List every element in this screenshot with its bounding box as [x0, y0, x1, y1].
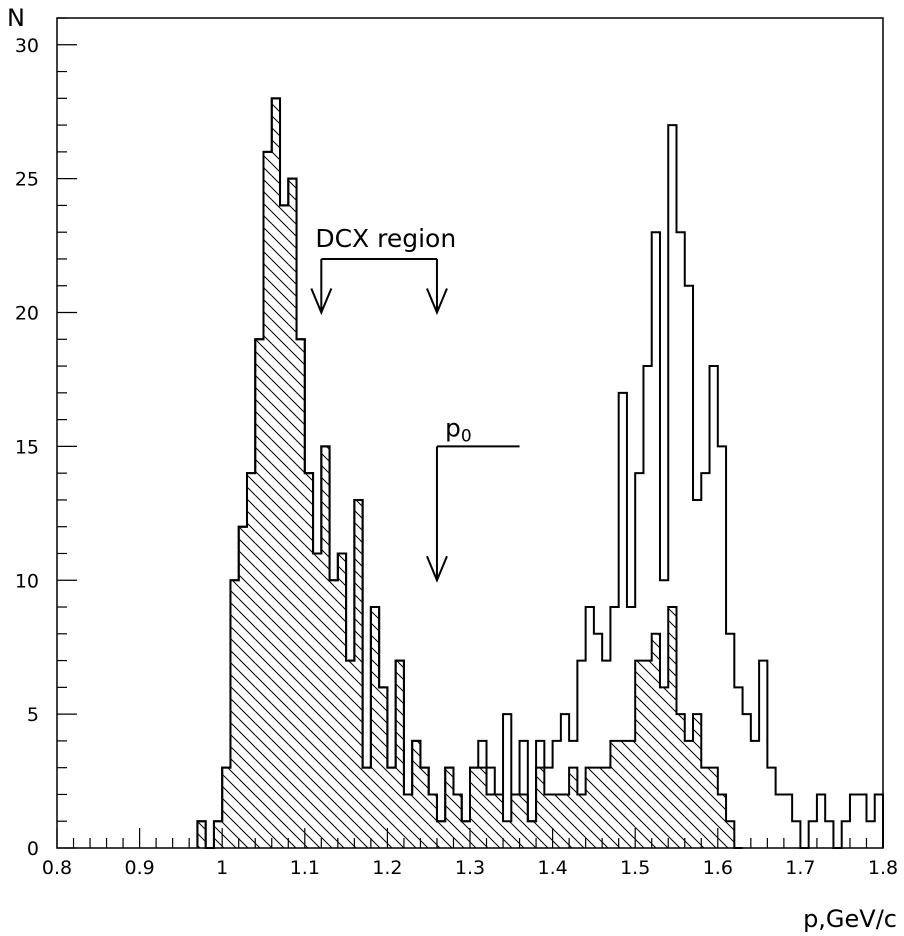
hatched-bin-13	[304, 473, 314, 848]
y-tick-label: 30	[15, 35, 39, 57]
hatched-bin-51	[618, 740, 627, 848]
hatched-bin-14	[313, 553, 322, 848]
hatched-bin-32	[461, 821, 470, 848]
y-tick-label: 5	[27, 704, 39, 726]
hatched-bin-19	[354, 499, 363, 848]
hatched-bin-49	[602, 767, 611, 848]
x-tick-label: 1.6	[703, 857, 733, 879]
hatched-bin-36	[494, 794, 504, 848]
hatched-bin-25	[403, 794, 413, 848]
p0-arrow	[426, 446, 448, 583]
hatched-bin-6	[246, 473, 256, 848]
hatched-bin-55	[651, 633, 660, 848]
hatched-bin-17	[337, 553, 347, 848]
hatched-bin-38	[511, 794, 520, 848]
x-tick-label: 1.4	[537, 857, 567, 879]
hatched-bin-48	[593, 767, 603, 848]
axis-ticks	[56, 17, 884, 849]
hatched-bin-46	[577, 794, 586, 848]
hatched-bin-29	[436, 821, 446, 848]
hatched-bin-31	[453, 794, 462, 848]
hatched-bin-7	[255, 339, 264, 848]
hatched-bin-10	[280, 205, 289, 848]
x-tick-label: 1.2	[372, 857, 402, 879]
hatched-bin-50	[610, 740, 619, 848]
axis-tick-labels: 0.8 0.9 1 1.1 1.2 1.3 1.4 1.5 1.6 1.7 1.8 0 5 10 15 20 2…	[15, 35, 898, 879]
x-tick-label: 1.5	[620, 857, 650, 879]
x-tick-label: 1	[216, 857, 228, 879]
y-axis-title: N	[7, 4, 25, 32]
hatched-bin-8	[263, 151, 272, 848]
hatched-bin-20	[362, 767, 371, 848]
hatched-bin-39	[519, 794, 528, 848]
hatched-bin-16	[329, 580, 338, 848]
x-tick-label: 1.1	[290, 857, 320, 879]
x-tick-label: 1.8	[868, 857, 898, 879]
hatched-bin-53	[635, 660, 644, 848]
hatched-bin-12	[296, 339, 305, 848]
hatched-bin-28	[428, 794, 437, 848]
hatched-bin-37	[503, 821, 512, 848]
y-tick-label: 0	[27, 838, 39, 860]
hatched-bin-62	[709, 767, 718, 848]
hatched-bin-59	[684, 740, 694, 848]
hatched-bin-15	[321, 446, 330, 848]
y-tick-label: 10	[15, 570, 39, 592]
y-tick-label: 25	[15, 169, 39, 191]
hatched-bin-42	[544, 794, 553, 848]
open-series-outline	[196, 97, 884, 849]
hatched-bin-23	[387, 767, 396, 848]
x-tick-label: 1.7	[785, 857, 815, 879]
hatched-histogram-fill	[196, 97, 743, 849]
hatched-bin-45	[569, 767, 578, 848]
dcx-region-label: DCX region	[315, 224, 456, 253]
hatched-bin-3	[222, 767, 231, 848]
hatched-bin-40	[527, 821, 537, 848]
hatched-bin-2	[213, 821, 223, 848]
open-histogram-outline	[196, 97, 884, 849]
hatched-bin-18	[346, 660, 355, 848]
hatched-bin-30	[445, 767, 454, 848]
hatched-bin-54	[643, 660, 652, 848]
hatched-bin-43	[552, 794, 561, 848]
hatched-bin-41	[536, 767, 545, 848]
hatched-bin-58	[676, 714, 685, 848]
hatched-bin-11	[288, 178, 297, 849]
x-tick-label: 0.9	[124, 857, 154, 879]
hatched-bin-44	[560, 794, 570, 848]
hatched-bin-63	[717, 794, 727, 848]
x-axis-title: p,GeV/c	[803, 905, 897, 933]
y-tick-label: 20	[15, 303, 39, 325]
hatched-bin-60	[693, 714, 702, 848]
hatched-bin-56	[659, 687, 669, 848]
dcx-right-arrow	[426, 258, 448, 316]
hatched-bin-22	[379, 687, 388, 848]
dcx-left-arrow	[310, 258, 333, 316]
hatched-bin-52	[626, 740, 636, 848]
hatched-bin-27	[420, 767, 429, 848]
chart-annotations: DCX region p0	[310, 224, 520, 583]
hatched-bin-61	[701, 767, 710, 848]
hatched-bin-21	[370, 607, 380, 848]
hatched-bin-64	[726, 821, 735, 848]
hatched-bin-9	[271, 98, 281, 849]
x-tick-label: 0.8	[42, 857, 72, 879]
hatched-bin-24	[395, 660, 404, 848]
x-tick-label: 1.3	[455, 857, 485, 879]
p0-label: p0	[445, 413, 472, 446]
y-tick-label: 15	[15, 436, 39, 458]
hatched-bin-4	[230, 580, 239, 848]
hatched-bin-57	[668, 607, 677, 848]
hatched-bin-33	[470, 767, 479, 848]
hatched-bin-0	[197, 821, 206, 848]
hatched-bin-5	[238, 526, 247, 848]
hatched-bin-26	[412, 740, 421, 848]
hatched-bin-34	[478, 767, 487, 848]
hatched-bin-35	[486, 794, 495, 848]
hatched-bin-47	[585, 767, 594, 848]
